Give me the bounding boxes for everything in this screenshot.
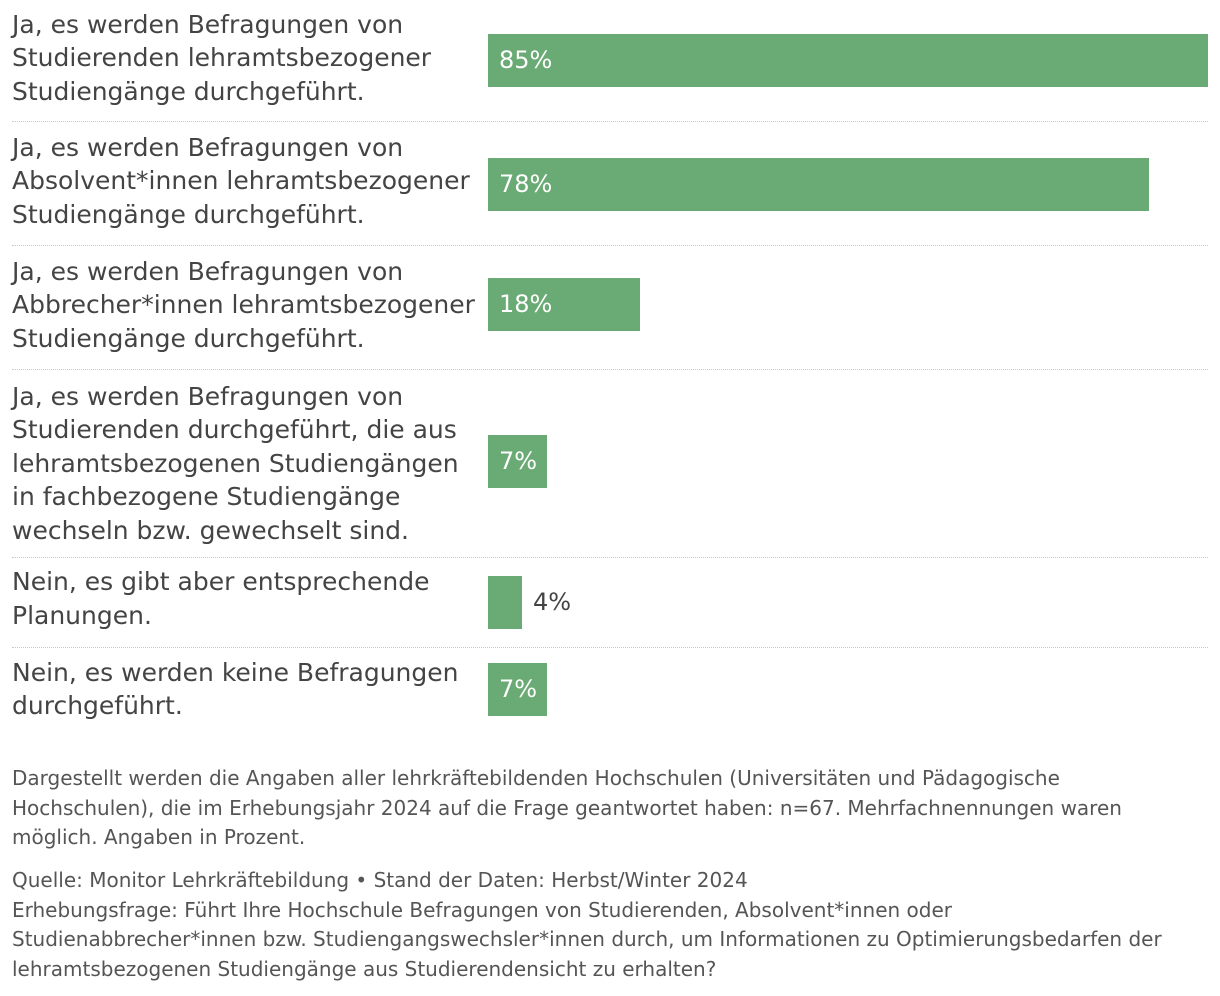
value-label: 7% [499,675,538,703]
value-label: 4% [533,588,572,616]
value-label: 18% [499,290,553,318]
bar [488,34,1208,87]
chart-row: Nein, es gibt aber entsprechende Planung… [12,558,1208,648]
value-label: 7% [499,447,538,475]
chart-row: Ja, es werden Befragungen von Absolvent*… [12,122,1208,246]
bar [488,278,640,331]
chart-row: Nein, es werden keine Befragungen durchg… [12,648,1208,740]
chart-row: Ja, es werden Befragungen von Abbrecher*… [12,246,1208,370]
category-label: Ja, es werden Befragungen von Abbrecher*… [12,256,475,353]
value-label: 78% [499,170,553,198]
chart-row: Ja, es werden Befragungen von Studierend… [12,0,1208,122]
bar-chart: Ja, es werden Befragungen von Studierend… [12,0,1208,740]
category-label: Ja, es werden Befragungen von Studierend… [12,381,459,545]
chart-row: Ja, es werden Befragungen von Studierend… [12,370,1208,558]
category-label: Ja, es werden Befragungen von Studierend… [12,9,432,106]
bar [488,663,547,716]
bar [488,435,547,488]
chart-source: Quelle: Monitor Lehrkräftebildung • Stan… [12,868,748,892]
category-label: Ja, es werden Befragungen von Absolvent*… [12,132,470,229]
survey-question: Erhebungsfrage: Führt Ihre Hochschule Be… [12,897,1162,981]
bar [488,576,522,629]
bar [488,158,1149,211]
category-label: Nein, es gibt aber entsprechende Planung… [12,567,430,630]
chart-source-block: Quelle: Monitor Lehrkräftebildung • Stan… [12,866,1202,984]
chart-footnote: Dargestellt werden die Angaben aller leh… [12,766,1122,849]
value-label: 85% [499,46,553,74]
category-label: Nein, es werden keine Befragungen durchg… [12,657,459,721]
